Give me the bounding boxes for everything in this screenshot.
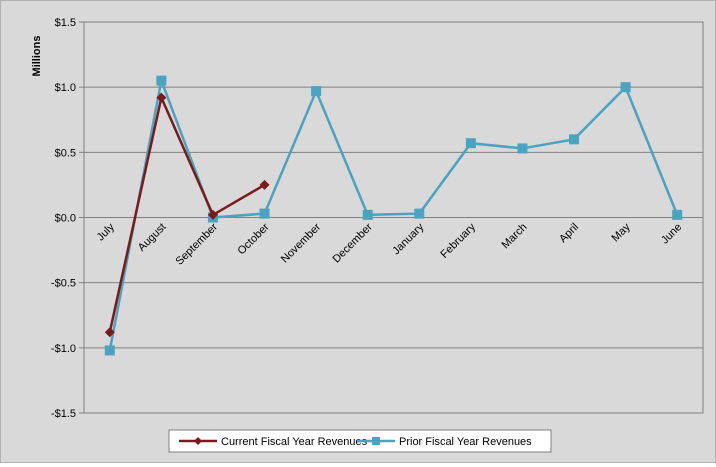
- legend-marker: [372, 437, 380, 445]
- y-tick-label: $0.5: [55, 147, 76, 159]
- y-tick-label: -$1.5: [51, 408, 76, 420]
- y-axis-label: Millions: [31, 36, 43, 77]
- data-point: [260, 209, 270, 219]
- legend-label: Current Fiscal Year Revenues: [221, 436, 368, 448]
- data-point: [311, 86, 321, 96]
- data-point: [105, 345, 115, 355]
- legend-label: Prior Fiscal Year Revenues: [399, 436, 532, 448]
- y-tick-label: $1.0: [55, 82, 76, 94]
- data-point: [363, 210, 373, 220]
- data-point: [466, 138, 476, 148]
- y-tick-label: -$0.5: [51, 278, 76, 290]
- data-point: [672, 210, 682, 220]
- data-point: [414, 209, 424, 219]
- data-point: [569, 134, 579, 144]
- data-point: [517, 143, 527, 153]
- legend: Current Fiscal Year Revenues Prior Fiscal…: [169, 430, 551, 452]
- data-point: [156, 76, 166, 86]
- y-tick-label: $1.5: [55, 17, 76, 29]
- y-tick-label: $0.0: [55, 213, 76, 225]
- data-point: [621, 82, 631, 92]
- y-tick-label: -$1.0: [51, 343, 76, 355]
